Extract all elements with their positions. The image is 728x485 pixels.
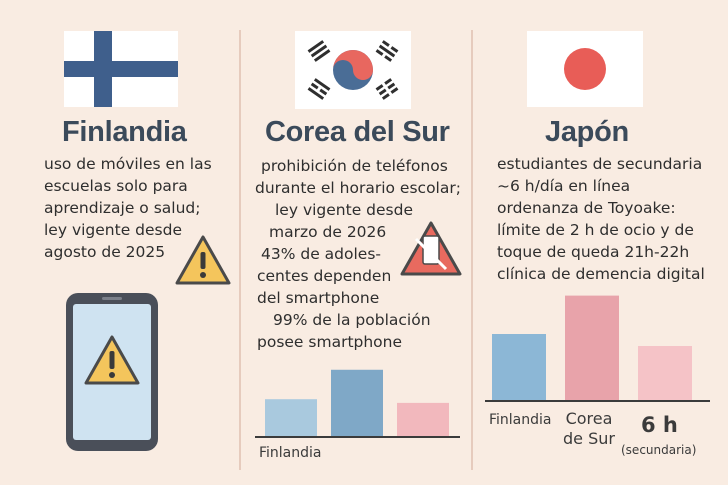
finland-text-line: agosto de 2025 xyxy=(44,243,166,261)
japan-text-line: toque de queda 21h-22h xyxy=(497,243,690,261)
japan-text-line: clínica de demencia digital xyxy=(497,265,705,283)
south-korea-flag-icon xyxy=(295,31,411,109)
japan-description: estudiantes de secundaria ~6 h/día en lí… xyxy=(497,153,705,285)
warning-icon xyxy=(175,235,231,285)
south-korea-description: prohibición de teléfonos durante el hora… xyxy=(253,155,468,353)
finland-column: Finlandia uso de móviles en las escuelas… xyxy=(0,0,238,485)
japan-mini-chart xyxy=(485,295,710,402)
korea-text-line: del smartphone xyxy=(257,289,380,307)
no-phone-icon xyxy=(400,221,462,276)
country-title-finland: Finlandia xyxy=(62,116,187,148)
korea-text-line: centes dependen xyxy=(257,267,392,285)
smartphone-warning-icon xyxy=(66,293,158,451)
chart-bar xyxy=(265,399,317,436)
korea-text-line: posee smartphone xyxy=(257,333,403,351)
japan-chart-label-hours: 6 h xyxy=(641,413,678,437)
japan-text-line: ordenanza de Toyoake: xyxy=(497,199,676,217)
korea-text-line: marzo de 2026 xyxy=(269,223,387,241)
finland-description: uso de móviles en las escuelas solo para… xyxy=(44,153,212,263)
chart-bar xyxy=(331,369,383,436)
korea-mini-chart xyxy=(255,369,460,438)
japan-chart-label-secondary: (secundaria) xyxy=(621,443,697,457)
finland-text-line: uso de móviles en las xyxy=(44,155,212,173)
korea-text-line: 99% de la población xyxy=(273,311,431,329)
japan-text-line: límite de 2 h de ocio y de xyxy=(497,221,694,239)
south-korea-column: Corea del Sur prohibición de teléfonos d… xyxy=(241,0,470,485)
chart-bar xyxy=(565,295,619,400)
japan-text-line: estudiantes de secundaria xyxy=(497,155,703,173)
korea-text-line: 43% de adoles- xyxy=(261,245,382,263)
chart-bar xyxy=(492,334,546,400)
column-divider-2 xyxy=(471,30,473,470)
chart-bar xyxy=(638,346,692,400)
finland-text-line: aprendizaje o salud; xyxy=(44,199,201,217)
japan-column: Japón estudiantes de secundaria ~6 h/día… xyxy=(473,0,728,485)
country-title-japan: Japón xyxy=(545,116,629,148)
japan-text-line: ~6 h/día en línea xyxy=(497,177,631,195)
finland-text-line: ley vigente desde xyxy=(44,221,182,239)
finland-flag-icon xyxy=(64,31,178,107)
japan-flag-icon xyxy=(527,31,643,107)
japan-chart-label-korea: Corea de Sur xyxy=(559,409,619,449)
korea-text-line: prohibición de teléfonos xyxy=(261,157,448,175)
japan-chart-label-finland: Finlandia xyxy=(489,412,552,428)
korea-chart-label: Finlandia xyxy=(259,445,322,461)
korea-text-line: ley vigente desde xyxy=(275,201,413,219)
finland-text-line: escuelas solo para xyxy=(44,177,188,195)
country-title-south-korea: Corea del Sur xyxy=(265,116,450,148)
japan-chart-label-korea-text: Corea de Sur xyxy=(563,409,615,448)
korea-text-line: durante el horario escolar; xyxy=(255,179,461,197)
chart-bar xyxy=(397,402,449,436)
column-divider-1 xyxy=(239,30,241,470)
